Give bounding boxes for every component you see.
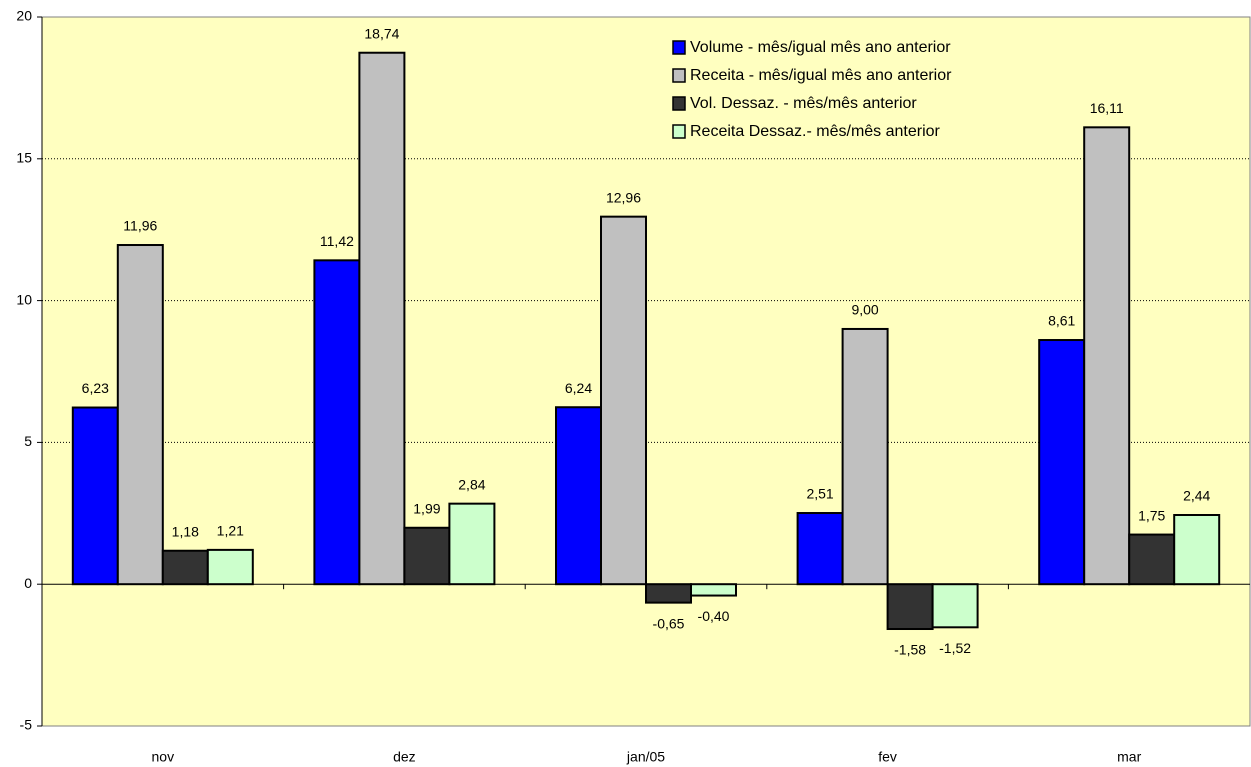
data-label: 1,99 xyxy=(413,500,440,516)
bar xyxy=(403,526,451,586)
bar xyxy=(448,502,496,586)
data-label: 8,61 xyxy=(1048,313,1075,329)
data-label: 11,42 xyxy=(320,233,354,249)
bar xyxy=(841,327,889,586)
y-tick-label: 10 xyxy=(16,291,32,307)
x-tick-label: fev xyxy=(878,749,897,765)
data-label: -1,52 xyxy=(939,640,971,656)
legend-label: Volume - mês/igual mês ano anterior xyxy=(690,39,951,56)
x-tick-label: jan/05 xyxy=(626,749,665,765)
bar xyxy=(690,583,737,597)
data-label: 2,44 xyxy=(1183,488,1210,504)
bar xyxy=(1173,514,1221,586)
data-label: 12,96 xyxy=(606,189,641,205)
x-tick-label: dez xyxy=(393,749,416,765)
data-label: -1,58 xyxy=(894,642,926,658)
legend-swatch xyxy=(672,96,686,111)
data-label: 2,51 xyxy=(806,486,833,502)
data-label: 18,74 xyxy=(364,25,399,41)
data-label: 16,11 xyxy=(1090,100,1124,116)
bar xyxy=(645,583,692,604)
bar xyxy=(206,548,254,586)
legend-label: Receita - mês/igual mês ano anterior xyxy=(690,67,952,84)
data-label: 1,18 xyxy=(172,523,199,539)
legend-label: Receita Dessaz.- mês/mês anterior xyxy=(690,123,941,140)
data-label: 1,75 xyxy=(1138,507,1165,523)
bar xyxy=(600,215,647,586)
data-label: 11,96 xyxy=(123,218,157,234)
bar xyxy=(313,259,361,586)
x-tick-label: mar xyxy=(1117,749,1141,765)
bar xyxy=(555,406,602,586)
data-label: 9,00 xyxy=(851,302,878,318)
bar xyxy=(886,583,934,631)
legend-swatch xyxy=(672,40,686,55)
legend-swatch xyxy=(672,124,686,139)
bar xyxy=(1038,339,1086,586)
data-label: 1,21 xyxy=(217,523,244,539)
bar xyxy=(1083,126,1131,586)
y-tick-label: 15 xyxy=(16,150,32,166)
x-tick-label: nov xyxy=(152,749,175,765)
bar xyxy=(71,406,119,586)
bar xyxy=(116,244,164,586)
data-label: -0,40 xyxy=(698,608,730,624)
legend: Volume - mês/igual mês ano anterior Recei… xyxy=(672,39,952,140)
data-label: -0,65 xyxy=(653,615,685,631)
data-label: 6,24 xyxy=(565,380,592,396)
bar xyxy=(796,512,844,586)
data-label: 2,84 xyxy=(458,476,485,492)
y-tick-label: 20 xyxy=(16,8,32,24)
legend-swatch xyxy=(672,68,686,83)
bar xyxy=(161,549,209,586)
legend-label: Vol. Dessaz. - mês/mês anterior xyxy=(690,95,917,112)
y-tick-label: 5 xyxy=(24,433,32,449)
bar xyxy=(1128,533,1176,586)
data-label: 6,23 xyxy=(82,380,109,396)
bar xyxy=(931,583,979,629)
y-tick-label: 0 xyxy=(24,575,32,591)
y-tick-label: -5 xyxy=(20,717,33,733)
bar xyxy=(358,51,406,586)
